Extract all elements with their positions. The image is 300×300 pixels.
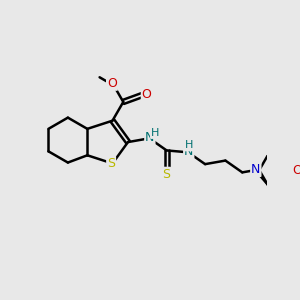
Text: O: O [292, 164, 300, 177]
Text: O: O [107, 77, 117, 90]
Text: O: O [142, 88, 152, 101]
Text: H: H [184, 140, 193, 151]
Text: N: N [145, 131, 154, 144]
Text: S: S [162, 168, 170, 181]
Text: N: N [184, 145, 194, 158]
Text: H: H [151, 128, 159, 138]
Text: N: N [251, 163, 260, 176]
Text: S: S [107, 157, 115, 170]
